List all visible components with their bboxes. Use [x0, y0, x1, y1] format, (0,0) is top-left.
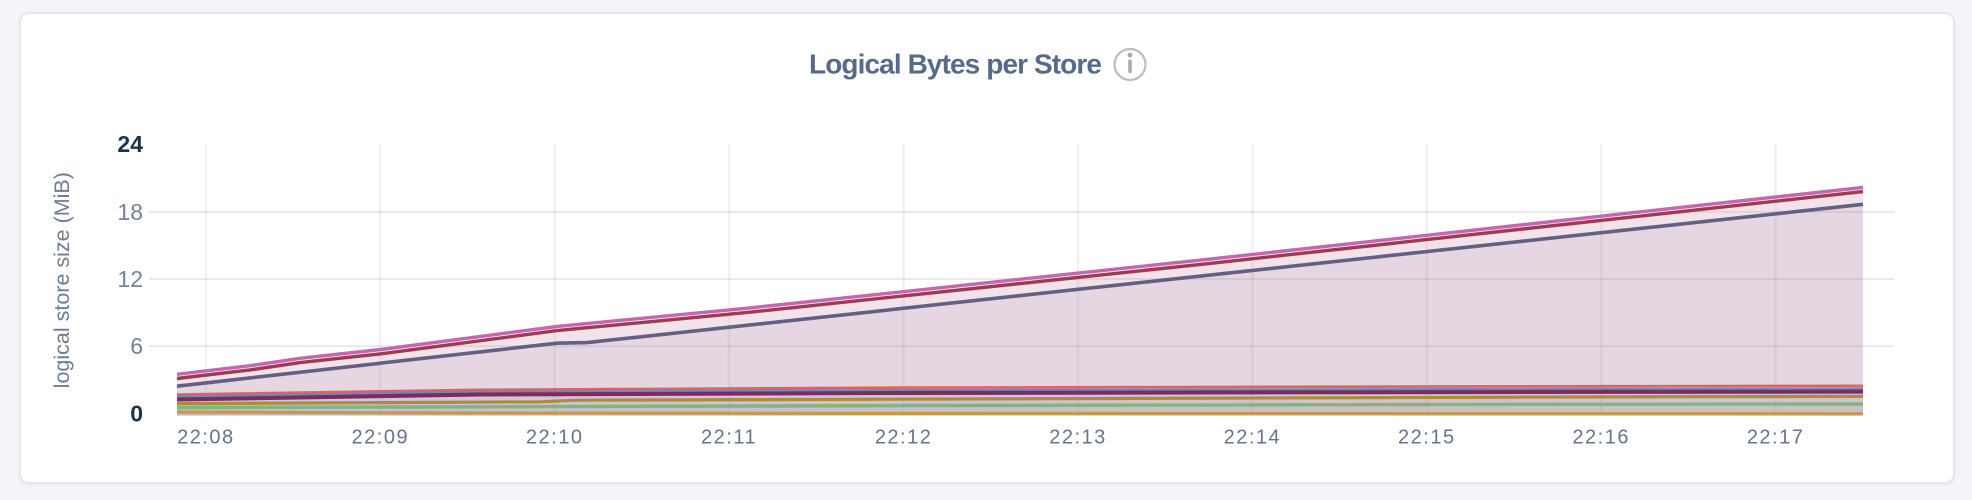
svg-text:6: 6 [130, 333, 143, 359]
svg-text:24: 24 [117, 131, 143, 157]
svg-text:logical store size (MiB): logical store size (MiB) [50, 172, 74, 388]
svg-text:22:12: 22:12 [875, 426, 933, 448]
svg-text:22:17: 22:17 [1747, 426, 1805, 448]
svg-text:22:11: 22:11 [701, 426, 757, 448]
svg-text:22:13: 22:13 [1049, 426, 1107, 448]
svg-text:12: 12 [117, 266, 143, 292]
svg-text:22:16: 22:16 [1572, 426, 1630, 448]
svg-text:18: 18 [117, 199, 143, 225]
svg-text:Logical Bytes per Store: Logical Bytes per Store [809, 48, 1101, 79]
svg-text:0: 0 [130, 400, 143, 426]
svg-text:22:15: 22:15 [1398, 426, 1456, 448]
svg-text:22:09: 22:09 [352, 426, 410, 448]
svg-text:22:10: 22:10 [526, 426, 584, 448]
svg-text:22:14: 22:14 [1224, 426, 1282, 448]
svg-text:22:08: 22:08 [177, 426, 235, 448]
